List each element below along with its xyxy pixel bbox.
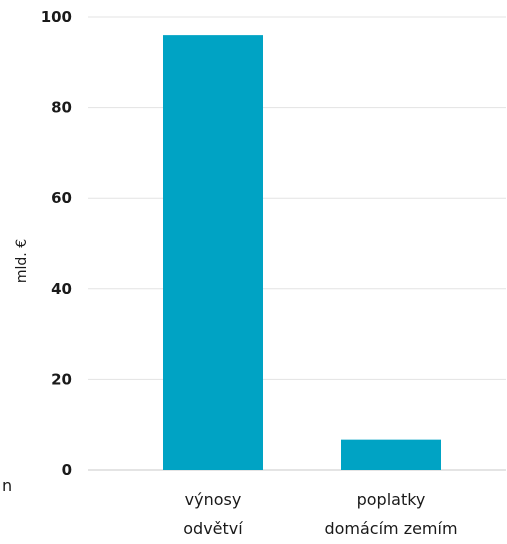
- x-category-label: poplatky: [357, 490, 426, 509]
- y-tick-label: 100: [41, 8, 72, 26]
- y-tick-label: 60: [51, 189, 72, 207]
- bar-1: [341, 439, 441, 470]
- y-axis-title: mld. €: [14, 239, 30, 283]
- bars: [163, 35, 441, 471]
- x-category-label: výnosy: [185, 490, 242, 509]
- bar-0: [163, 35, 263, 471]
- x-axis-categories: výnosy odvětví poplatky domácím zemím: [183, 490, 457, 538]
- gridlines: [88, 16, 506, 471]
- x-category-label: domácím zemím: [324, 519, 457, 538]
- y-tick-label: 0: [62, 461, 72, 479]
- x-category-label: odvětví: [183, 519, 243, 538]
- cropped-text-fragment: n: [2, 476, 12, 495]
- y-tick-label: 40: [51, 280, 72, 298]
- y-tick-label: 20: [51, 370, 72, 388]
- y-axis-ticks: 0 20 40 60 80 100: [41, 8, 72, 479]
- y-tick-label: 80: [51, 99, 72, 117]
